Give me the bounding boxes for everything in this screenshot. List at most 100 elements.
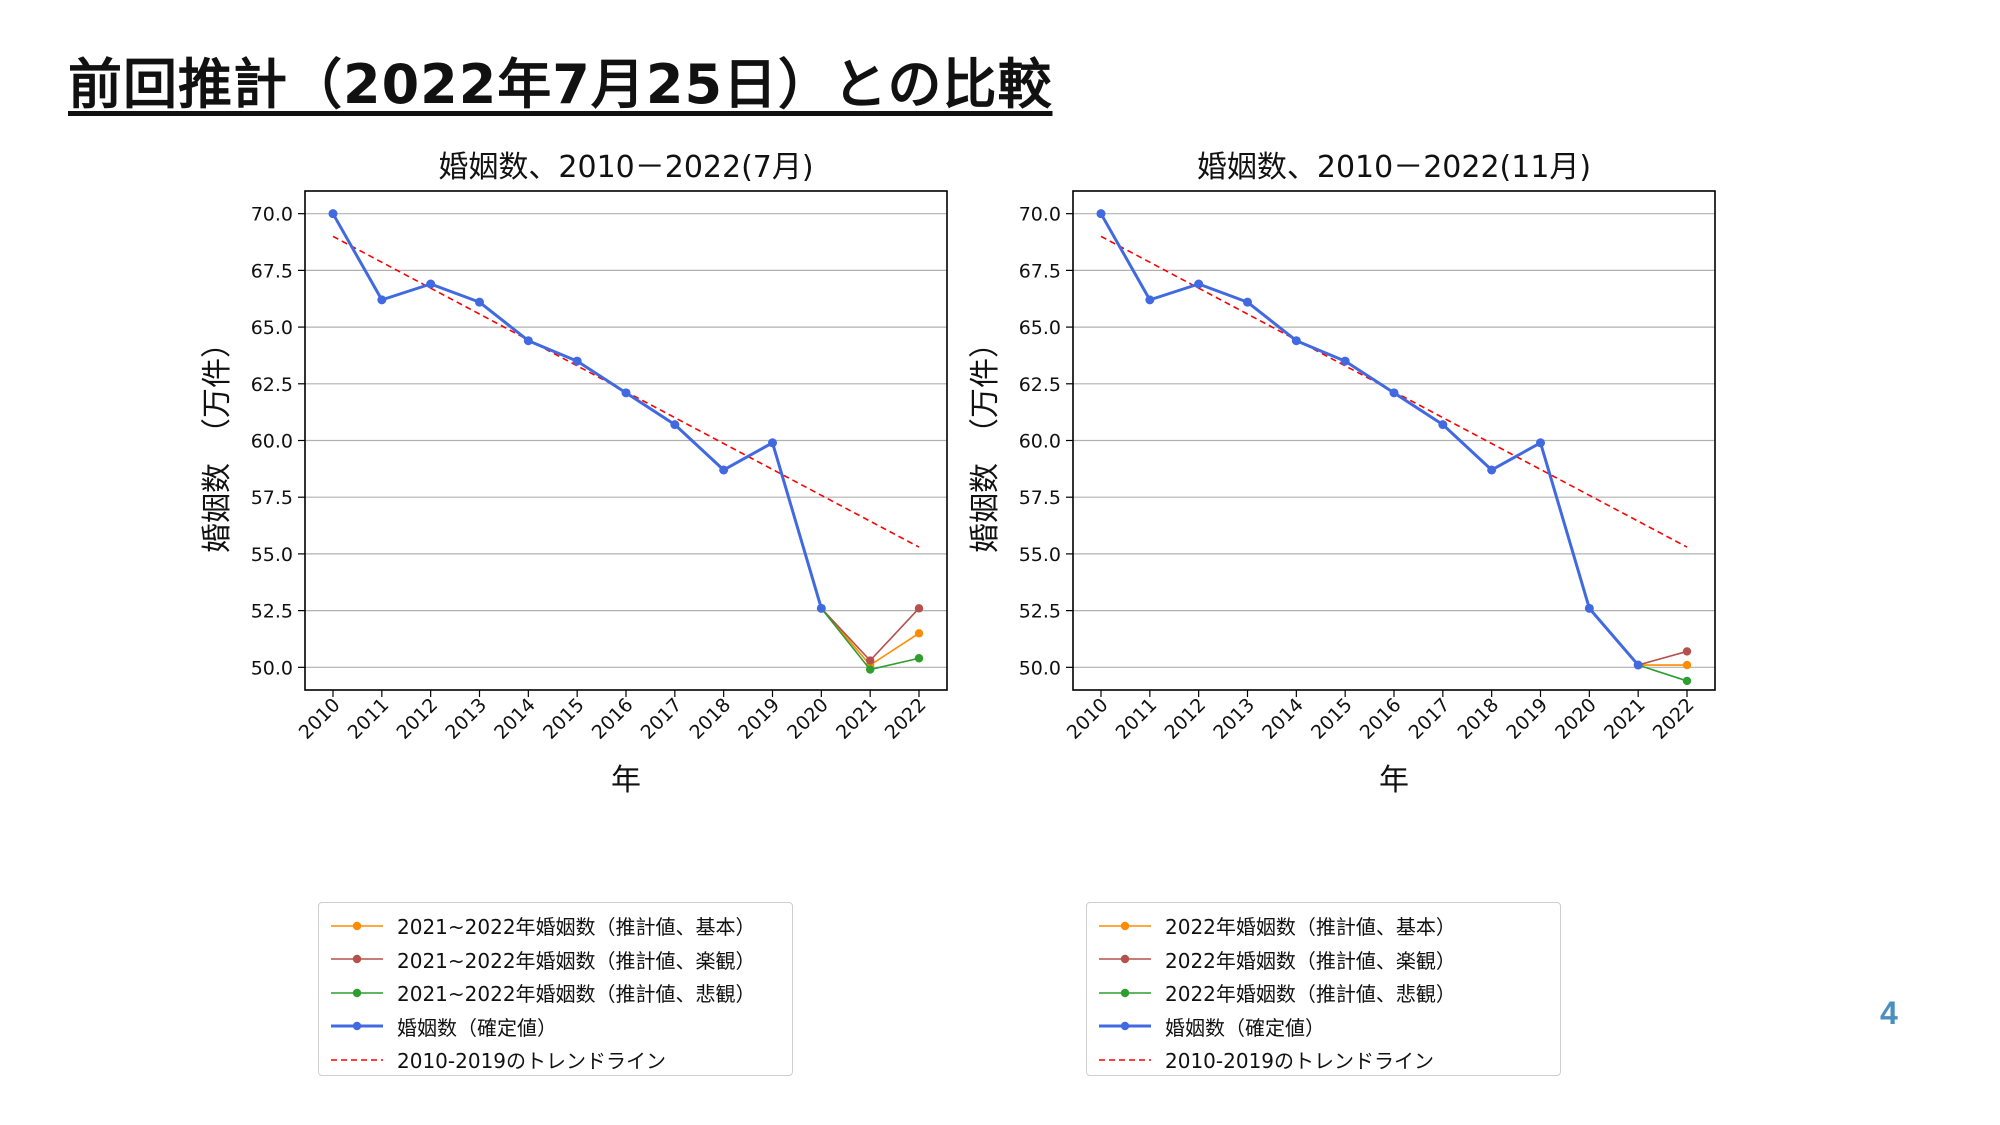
y-tick-label: 60.0 (251, 431, 293, 453)
data-point-confirmed (572, 356, 582, 366)
data-point-confirmed (1291, 336, 1301, 346)
y-tick-label: 57.5 (251, 487, 293, 509)
legend-item: 2021~2022年婚姻数（推計値、楽観） (319, 943, 792, 977)
x-tick-label: 2015 (1307, 694, 1357, 744)
data-point-confirmed (1194, 279, 1204, 289)
data-point-confirmed (816, 603, 826, 613)
chart-right: 50.0 52.5 55.0 57.5 60.0 62.5 65.0 67.5 70.0 2010… (968, 150, 1716, 798)
legend-item: 2021~2022年婚姻数（推計値、基本） (319, 909, 792, 943)
x-tick-label: 2016 (588, 694, 638, 744)
series-line-confirmed (331, 212, 823, 609)
data-point-confirmed (768, 438, 777, 448)
x-tick-label: 2017 (1405, 694, 1455, 744)
legend-label: 2021~2022年婚姻数（推計値、悲観） (397, 982, 756, 1007)
data-point-confirmed (1389, 388, 1399, 398)
data-point-confirmed (1340, 356, 1350, 366)
x-tick-label: 2021 (1600, 694, 1650, 744)
legend-label: 2021~2022年婚姻数（推計値、楽観） (397, 948, 756, 973)
legend-left-chart: 2021~2022年婚姻数（推計値、基本） 2021~2022年婚姻数（推計値、楽… (318, 902, 793, 1076)
y-axis-label: 婚姻数 （万件） (200, 328, 235, 553)
y-tick-label: 50.0 (251, 657, 293, 679)
x-tick-label: 2020 (783, 694, 833, 744)
legend-swatch-optimistic (1099, 955, 1151, 964)
x-tick-label: 2015 (539, 694, 589, 744)
data-point-confirmed (1584, 603, 1594, 613)
x-tick-label: 2010 (1063, 694, 1113, 744)
y-tick-label: 65.0 (251, 317, 293, 339)
chart-title: 婚姻数、2010－2022(11月) (1197, 150, 1591, 185)
x-tick-label: 2012 (392, 694, 442, 744)
y-tick-label: 52.5 (251, 601, 293, 623)
data-point-confirmed (1633, 660, 1643, 670)
data-point-basic (1682, 660, 1692, 670)
data-point-pessimistic (914, 654, 924, 663)
data-point-confirmed (1243, 297, 1252, 307)
y-tick-label: 57.5 (1019, 487, 1061, 509)
data-point-confirmed (719, 465, 729, 475)
data-point-optimistic (914, 604, 924, 613)
x-tick-label: 2022 (1649, 694, 1699, 744)
legend-label: 婚姻数（確定値） (1165, 1015, 1325, 1040)
data-point-confirmed (377, 295, 387, 305)
legend-swatch-pessimistic (1099, 988, 1151, 997)
y-tick-label: 62.5 (1019, 374, 1061, 396)
data-point-optimistic (1682, 647, 1692, 656)
x-axis-label: 年 (1379, 763, 1409, 798)
data-point-confirmed (1536, 438, 1545, 448)
data-point-pessimistic (865, 665, 875, 674)
y-tick-label: 55.0 (251, 544, 293, 566)
x-tick-label: 2013 (1209, 694, 1259, 744)
page-number: 4 (1880, 995, 1898, 1031)
data-point-confirmed (1438, 420, 1448, 430)
x-tick-label: 2019 (734, 694, 784, 744)
legend-swatch-confirmed (1099, 1022, 1151, 1031)
data-point-basic (914, 629, 924, 638)
legend-swatch-basic (331, 921, 383, 930)
chart-title: 婚姻数、2010－2022(7月) (438, 150, 813, 185)
y-tick-label: 52.5 (1019, 601, 1061, 623)
data-point-pessimistic (1682, 676, 1692, 686)
x-tick-label: 2014 (1258, 694, 1308, 744)
x-tick-label: 2016 (1356, 694, 1406, 744)
x-tick-label: 2022 (881, 694, 931, 744)
x-tick-label: 2019 (1502, 694, 1552, 744)
legend-swatch-optimistic (331, 955, 383, 964)
data-point-confirmed (426, 279, 436, 289)
data-point-confirmed (1487, 465, 1497, 475)
x-tick-label: 2018 (685, 694, 735, 744)
legend-swatch-pessimistic (331, 988, 383, 997)
x-tick-label: 2014 (490, 694, 540, 744)
x-tick-label: 2012 (1160, 694, 1210, 744)
data-point-confirmed (475, 297, 484, 307)
legend-item: 2022年婚姻数（推計値、楽観） (1087, 943, 1560, 977)
data-point-confirmed (1145, 295, 1155, 305)
x-tick-label: 2018 (1453, 694, 1503, 744)
legend-label: 2022年婚姻数（推計値、悲観） (1165, 982, 1456, 1007)
legend-item: 婚姻数（確定値） (1087, 1010, 1560, 1044)
series-line-optimistic (1637, 650, 1688, 666)
legend-item: 2010-2019のトレンドライン (1087, 1043, 1560, 1077)
data-point-confirmed (1096, 209, 1106, 219)
x-tick-label: 2013 (441, 694, 491, 744)
y-tick-label: 60.0 (1019, 431, 1061, 453)
x-tick-label: 2010 (295, 694, 345, 744)
y-tick-label: 65.0 (1019, 317, 1061, 339)
legend-item: 2022年婚姻数（推計値、悲観） (1087, 976, 1560, 1010)
legend-label: 婚姻数（確定値） (397, 1015, 557, 1040)
legend-swatch-trend (331, 1058, 383, 1061)
legend-swatch-confirmed (331, 1022, 383, 1031)
data-point-confirmed (670, 420, 680, 430)
y-tick-label: 62.5 (251, 374, 293, 396)
legend-label: 2022年婚姻数（推計値、楽観） (1165, 948, 1456, 973)
x-tick-label: 2020 (1551, 694, 1601, 744)
slide-title: 前回推計（2022年7月25日）との比較 (68, 53, 1053, 116)
legend-right-chart: 2022年婚姻数（推計値、基本） 2022年婚姻数（推計値、楽観） 2022年婚姻数… (1086, 902, 1561, 1076)
x-tick-label: 2011 (1112, 694, 1162, 744)
x-tick-label: 2011 (344, 694, 394, 744)
legend-item: 2010-2019のトレンドライン (319, 1043, 792, 1077)
x-axis-label: 年 (611, 763, 641, 798)
legend-label: 2010-2019のトレンドライン (1165, 1049, 1435, 1074)
series-line-pessimistic (1637, 664, 1688, 682)
y-tick-label: 55.0 (1019, 544, 1061, 566)
